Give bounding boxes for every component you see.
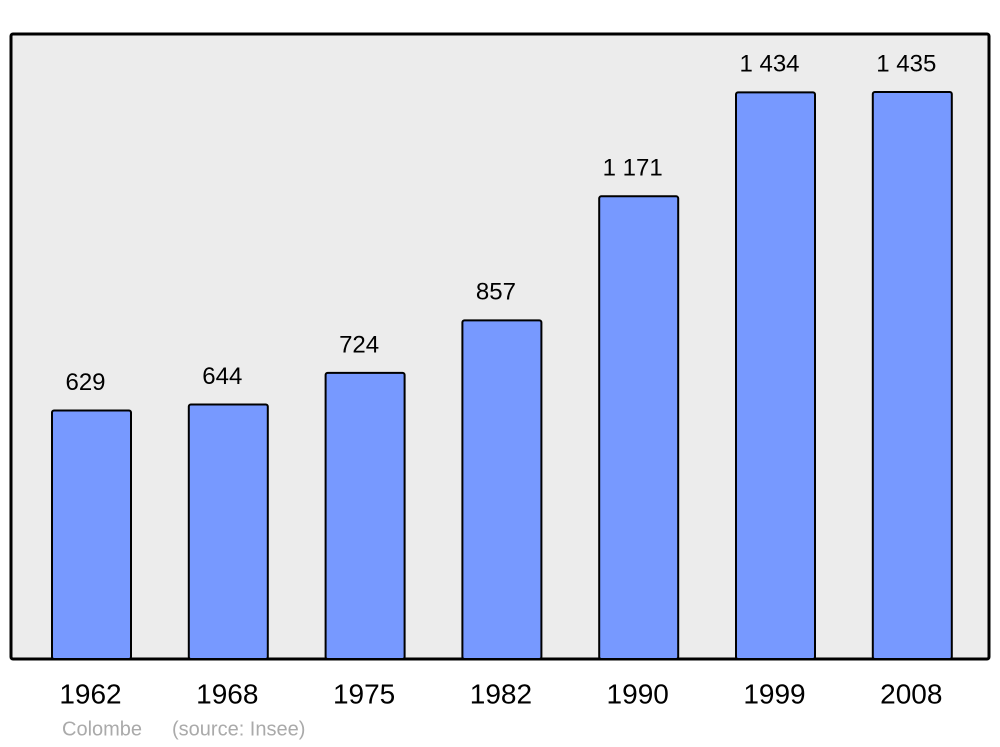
value-label: 644	[202, 363, 242, 390]
bar	[187, 403, 269, 661]
x-tick-label: 1968	[196, 678, 258, 709]
x-tick-label: 2008	[880, 678, 942, 709]
value-label: 857	[476, 279, 516, 306]
value-label: 1 171	[603, 155, 663, 182]
bar	[871, 91, 953, 660]
x-tick-label: 1975	[333, 678, 395, 709]
x-tick-label: 1982	[470, 678, 532, 709]
x-tick-label: 1962	[59, 678, 121, 709]
x-tick-label: 1990	[607, 678, 669, 709]
bar	[598, 195, 680, 660]
value-label: 1 435	[876, 50, 936, 77]
bar	[461, 319, 543, 660]
x-tick-label: 1999	[743, 678, 805, 709]
bar	[51, 409, 132, 660]
value-label: 724	[339, 331, 379, 358]
bar	[324, 371, 406, 660]
value-label: 1 434	[739, 51, 799, 78]
value-label: 629	[65, 369, 105, 396]
bar	[735, 91, 816, 660]
source: (source: Insee)	[172, 718, 305, 740]
caption: Colombe	[62, 718, 142, 740]
